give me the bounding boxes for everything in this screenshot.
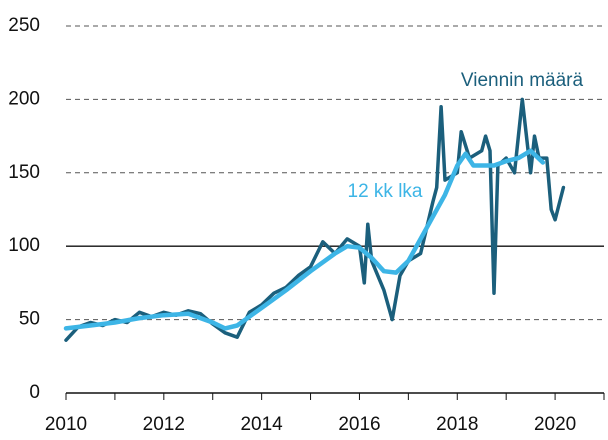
x-tick-label: 2010: [45, 414, 87, 435]
series-line: [64, 97, 566, 342]
y-tick-label: 0: [29, 382, 40, 403]
x-tick-label: 2018: [436, 414, 478, 435]
x-tick-label: 2016: [338, 414, 380, 435]
y-tick-label: 150: [8, 162, 40, 183]
y-tick-label: 200: [8, 88, 40, 109]
y-tick-label: 250: [8, 15, 40, 36]
y-tick-label: 100: [8, 235, 40, 256]
x-tick-label: 2020: [534, 414, 576, 435]
x-tick-label: 2012: [143, 414, 185, 435]
series-label: 12 kk lka: [348, 181, 423, 202]
series-line: [63, 148, 546, 331]
series-label: Viennin määrä: [461, 70, 584, 91]
x-tick-label: 2014: [240, 414, 283, 435]
y-tick-label: 50: [19, 309, 40, 330]
